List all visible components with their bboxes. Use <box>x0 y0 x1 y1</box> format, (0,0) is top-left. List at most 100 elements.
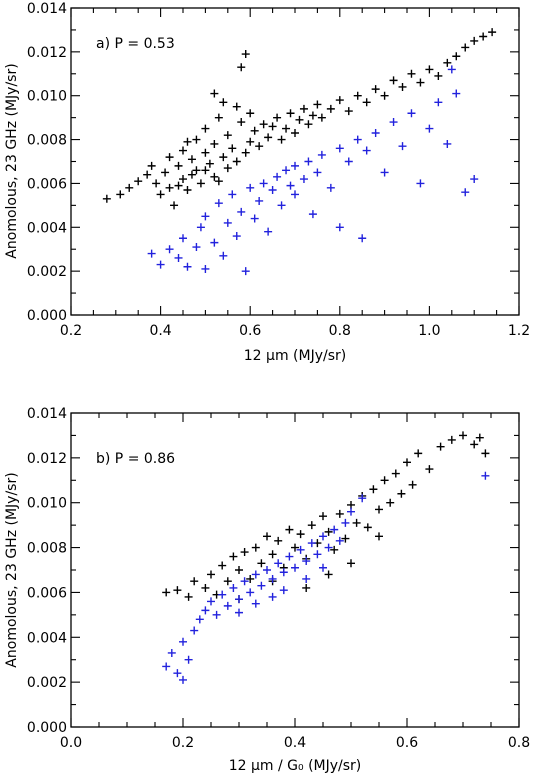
data-point-a-series-1 <box>317 113 326 122</box>
data-point-b-series-2 <box>268 592 277 601</box>
data-point-a-series-1 <box>237 63 246 72</box>
data-point-a-series-1 <box>434 71 443 80</box>
data-point-b-series-1 <box>218 561 227 570</box>
y-tick-label: 0.000 <box>27 308 67 324</box>
data-point-b-series-2 <box>347 507 355 516</box>
data-point-a-series-1 <box>273 113 282 122</box>
data-point-a-series-2 <box>196 223 205 232</box>
data-point-a-series-2 <box>179 234 187 243</box>
data-point-b-series-1 <box>347 500 355 509</box>
data-point-a-series-1 <box>286 109 295 118</box>
data-point-b-series-2 <box>162 662 171 671</box>
data-point-a-series-1 <box>246 137 255 146</box>
data-point-b-series-2 <box>235 595 243 604</box>
data-point-a-series-1 <box>304 120 313 129</box>
data-point-b-series-1 <box>291 543 299 552</box>
data-point-a-series-2 <box>291 161 299 170</box>
data-point-b-series-2 <box>229 583 238 592</box>
data-point-a-series-2 <box>326 183 335 192</box>
y-tick-label: 0.014 <box>27 406 67 422</box>
data-point-b-series-1 <box>352 518 361 527</box>
y-tick-label: 0.006 <box>27 176 67 192</box>
data-point-a-series-2 <box>241 267 250 276</box>
data-point-a-series-1 <box>170 201 179 210</box>
data-point-b-series-2 <box>212 610 221 619</box>
data-point-a-series-1 <box>488 28 497 37</box>
data-point-a-series-2 <box>174 253 183 262</box>
data-point-a-series-2 <box>223 218 232 227</box>
data-point-b-series-2 <box>235 608 243 617</box>
data-point-b-series-1 <box>386 498 395 507</box>
data-point-a-series-1 <box>201 124 210 133</box>
data-point-a-series-1 <box>205 159 214 168</box>
data-point-a-series-2 <box>389 118 398 127</box>
y-tick-label: 0.014 <box>27 1 67 17</box>
data-point-b-series-2 <box>190 626 199 635</box>
data-point-a-series-2 <box>147 249 156 258</box>
data-point-b-series-1 <box>235 566 243 574</box>
data-point-a-series-2 <box>434 98 443 107</box>
data-point-a-series-1 <box>214 177 223 186</box>
data-point-b-series-2 <box>167 648 176 657</box>
data-point-a-series-2 <box>219 251 228 260</box>
data-point-a-series-2 <box>470 175 479 184</box>
data-point-b-series-2 <box>179 637 187 646</box>
y-axis-title-a: Anomolous, 23 GHz (MJy/sr) <box>4 63 20 258</box>
data-point-b-series-1 <box>403 458 411 467</box>
data-point-a-series-1 <box>277 135 286 144</box>
data-point-b-series-1 <box>207 570 215 579</box>
data-point-b-series-1 <box>447 435 456 444</box>
data-point-a-series-1 <box>134 177 143 186</box>
data-point-a-series-1 <box>196 179 205 188</box>
data-point-a-series-2 <box>304 157 313 166</box>
data-point-a-series-1 <box>479 32 488 41</box>
data-point-a-series-1 <box>174 181 183 190</box>
data-point-b-series-2 <box>285 552 294 561</box>
data-point-a-series-1 <box>380 91 389 100</box>
data-point-a-series-1 <box>268 122 277 131</box>
data-point-a-series-1 <box>308 111 317 120</box>
data-point-b-series-2 <box>319 532 327 541</box>
data-point-a-series-2 <box>201 212 210 221</box>
y-tick-label: 0.008 <box>27 133 67 149</box>
data-point-a-series-1 <box>223 164 232 173</box>
data-point-a-series-1 <box>187 170 196 179</box>
data-point-a-series-1 <box>223 131 232 140</box>
data-point-a-series-1 <box>147 161 156 170</box>
data-point-b-series-1 <box>470 440 479 449</box>
data-point-a-series-2 <box>447 65 456 74</box>
data-point-a-series-1 <box>143 170 152 179</box>
data-point-b-series-1 <box>459 431 467 440</box>
data-point-b-series-1 <box>173 586 182 595</box>
data-point-a-series-1 <box>443 58 452 67</box>
data-point-a-series-2 <box>259 179 268 188</box>
data-point-a-series-1 <box>183 186 192 195</box>
data-point-a-series-2 <box>192 243 201 252</box>
data-point-a-series-2 <box>416 179 425 188</box>
data-point-a-series-1 <box>201 166 210 175</box>
data-point-a-series-1 <box>152 179 161 188</box>
data-point-a-series-2 <box>443 139 452 148</box>
data-point-a-series-1 <box>299 104 308 113</box>
data-point-b-series-1 <box>347 559 355 568</box>
x-tick-label: 0.6 <box>239 323 261 339</box>
data-point-a-series-2 <box>362 146 371 155</box>
data-point-a-series-2 <box>282 166 291 175</box>
data-point-a-series-1 <box>210 139 219 148</box>
data-point-a-series-1 <box>291 128 299 137</box>
data-point-b-series-1 <box>274 536 283 545</box>
data-point-b-series-2 <box>268 574 277 583</box>
data-point-a-series-1 <box>452 52 461 61</box>
data-point-a-series-2 <box>201 264 210 273</box>
data-point-a-series-2 <box>273 172 282 181</box>
data-point-b-series-2 <box>335 536 344 545</box>
data-point-a-series-1 <box>192 166 201 175</box>
data-point-a-series-1 <box>179 146 187 155</box>
data-point-b-series-1 <box>425 465 434 474</box>
panel-a: a) P = 0.53 12 μm (MJy/sr) Anomolous, 23… <box>4 1 530 364</box>
data-point-b-series-1 <box>257 559 266 568</box>
y-tick-label: 0.004 <box>27 630 67 646</box>
data-point-b-series-1 <box>263 532 271 541</box>
data-point-b-series-2 <box>302 574 311 583</box>
data-point-b-series-2 <box>257 581 266 590</box>
